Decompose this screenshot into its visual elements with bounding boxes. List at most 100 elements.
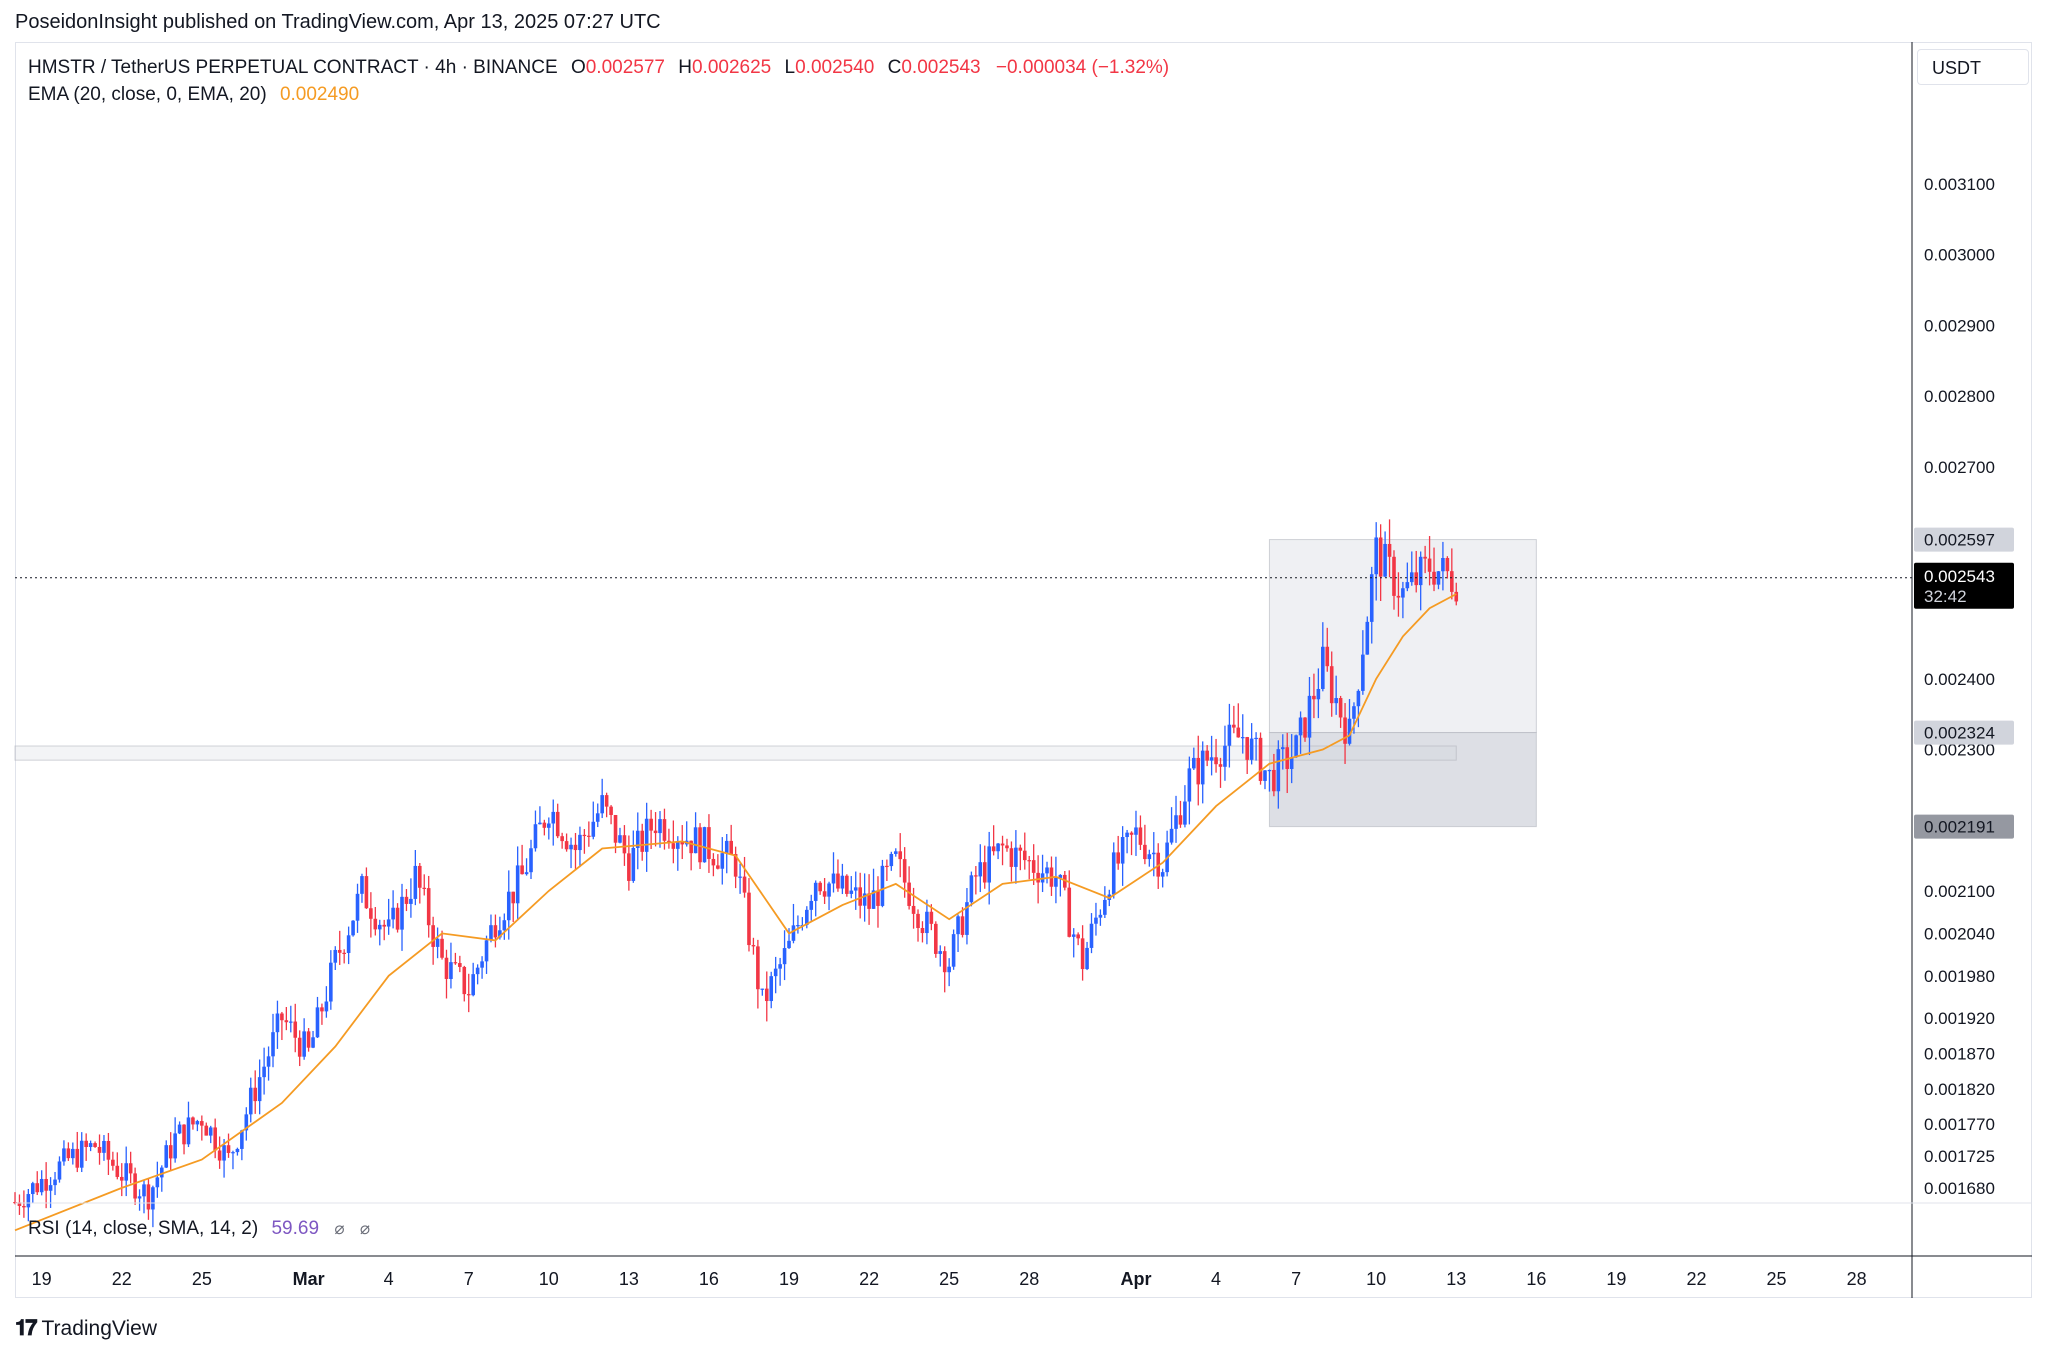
- candle-body: [75, 1148, 80, 1168]
- candle-body: [1031, 860, 1036, 873]
- candle: [702, 826, 707, 863]
- candle-body: [724, 840, 729, 854]
- candle: [778, 957, 782, 986]
- candle-body: [1361, 654, 1365, 691]
- price-tick-label: 0.001980: [1924, 967, 1995, 986]
- candle: [1067, 870, 1072, 938]
- hide-icon[interactable]: ⌀: [334, 1219, 345, 1238]
- candle-body: [453, 962, 458, 964]
- candle-body: [391, 907, 395, 920]
- candle-body: [1187, 768, 1192, 802]
- candle-body: [1125, 832, 1129, 838]
- rsi-label[interactable]: RSI (14, close, SMA, 14, 2): [28, 1218, 259, 1239]
- candle: [360, 873, 364, 903]
- candle: [716, 854, 720, 870]
- source-icon[interactable]: ⌀: [359, 1219, 371, 1238]
- candle: [1254, 732, 1258, 761]
- candle: [240, 1129, 244, 1161]
- candle-body: [871, 890, 876, 909]
- candle: [564, 833, 569, 852]
- candle-body: [342, 952, 346, 955]
- candle-body: [409, 898, 413, 904]
- candle: [667, 828, 671, 849]
- candle: [1031, 844, 1036, 886]
- candle-body: [1232, 724, 1236, 728]
- candle-body: [418, 865, 422, 888]
- candle: [480, 956, 484, 979]
- candle-body: [1196, 757, 1201, 785]
- candle: [920, 921, 925, 943]
- candle-body: [213, 1127, 217, 1151]
- candle: [1436, 570, 1441, 590]
- candle: [533, 810, 538, 852]
- candle: [302, 1018, 306, 1060]
- candle-body: [1436, 571, 1441, 585]
- logo-text: TradingView: [41, 1317, 158, 1340]
- candle: [1214, 738, 1218, 773]
- candle-body: [1423, 556, 1427, 559]
- candle: [1316, 668, 1321, 719]
- candle: [1040, 854, 1045, 893]
- candle-body: [711, 858, 716, 866]
- price-tick-label: 0.001820: [1924, 1080, 1995, 1099]
- candle-body: [787, 940, 791, 949]
- candle: [195, 1119, 200, 1132]
- symbol-label[interactable]: HMSTR / TetherUS PERPETUAL CONTRACT · 4h…: [28, 57, 558, 78]
- candle: [885, 859, 889, 882]
- candle: [840, 863, 845, 895]
- time-tick-label: 28: [1847, 1269, 1867, 1289]
- candle: [747, 878, 751, 952]
- candle-body: [1218, 764, 1223, 767]
- candle-body: [142, 1184, 146, 1197]
- candle-body: [262, 1066, 266, 1078]
- candle: [1352, 702, 1356, 734]
- candle: [1134, 810, 1138, 856]
- time-tick-label: 10: [1366, 1269, 1386, 1289]
- candle: [30, 1181, 35, 1203]
- candle: [106, 1132, 111, 1176]
- candle: [1276, 740, 1281, 809]
- candle: [53, 1171, 57, 1196]
- candle: [1334, 675, 1338, 715]
- candle-body: [364, 876, 369, 909]
- candle: [689, 840, 693, 871]
- candle-body: [235, 1148, 240, 1153]
- candle: [422, 874, 427, 896]
- candle-body: [57, 1161, 62, 1180]
- candle: [404, 889, 409, 912]
- candle-body: [1316, 688, 1321, 700]
- candle-body: [885, 865, 889, 868]
- currency-button[interactable]: USDT: [1917, 49, 2029, 85]
- candle-body: [1200, 750, 1205, 785]
- ema-value: 0.002490: [279, 84, 360, 105]
- candle-body: [1209, 757, 1214, 761]
- candle-body: [266, 1056, 271, 1067]
- time-tick-label: 13: [619, 1269, 639, 1289]
- candle: [373, 906, 378, 936]
- candle-body: [840, 875, 845, 889]
- candle-body: [676, 841, 680, 849]
- candle-body: [88, 1143, 93, 1148]
- candle-body: [791, 925, 796, 941]
- candle: [453, 952, 458, 965]
- candle: [26, 1188, 31, 1222]
- candle-body: [115, 1165, 120, 1177]
- candle: [1049, 856, 1054, 896]
- candle-body: [1450, 571, 1454, 592]
- candle: [355, 883, 360, 933]
- candle-body: [1018, 847, 1023, 851]
- candle-body: [377, 924, 382, 930]
- price-tick-label: 0.002300: [1924, 741, 1995, 760]
- candle: [1000, 835, 1005, 866]
- candle-body: [435, 938, 440, 947]
- publish-caption: PoseidonInsight published on TradingView…: [15, 11, 661, 33]
- candle-body: [760, 988, 765, 990]
- candle-body: [702, 827, 707, 863]
- candle: [342, 949, 346, 964]
- candle-body: [1000, 843, 1005, 846]
- candle: [809, 894, 814, 921]
- candle-body: [974, 875, 978, 877]
- ema-label[interactable]: EMA (20, close, 0, EMA, 20): [28, 84, 267, 105]
